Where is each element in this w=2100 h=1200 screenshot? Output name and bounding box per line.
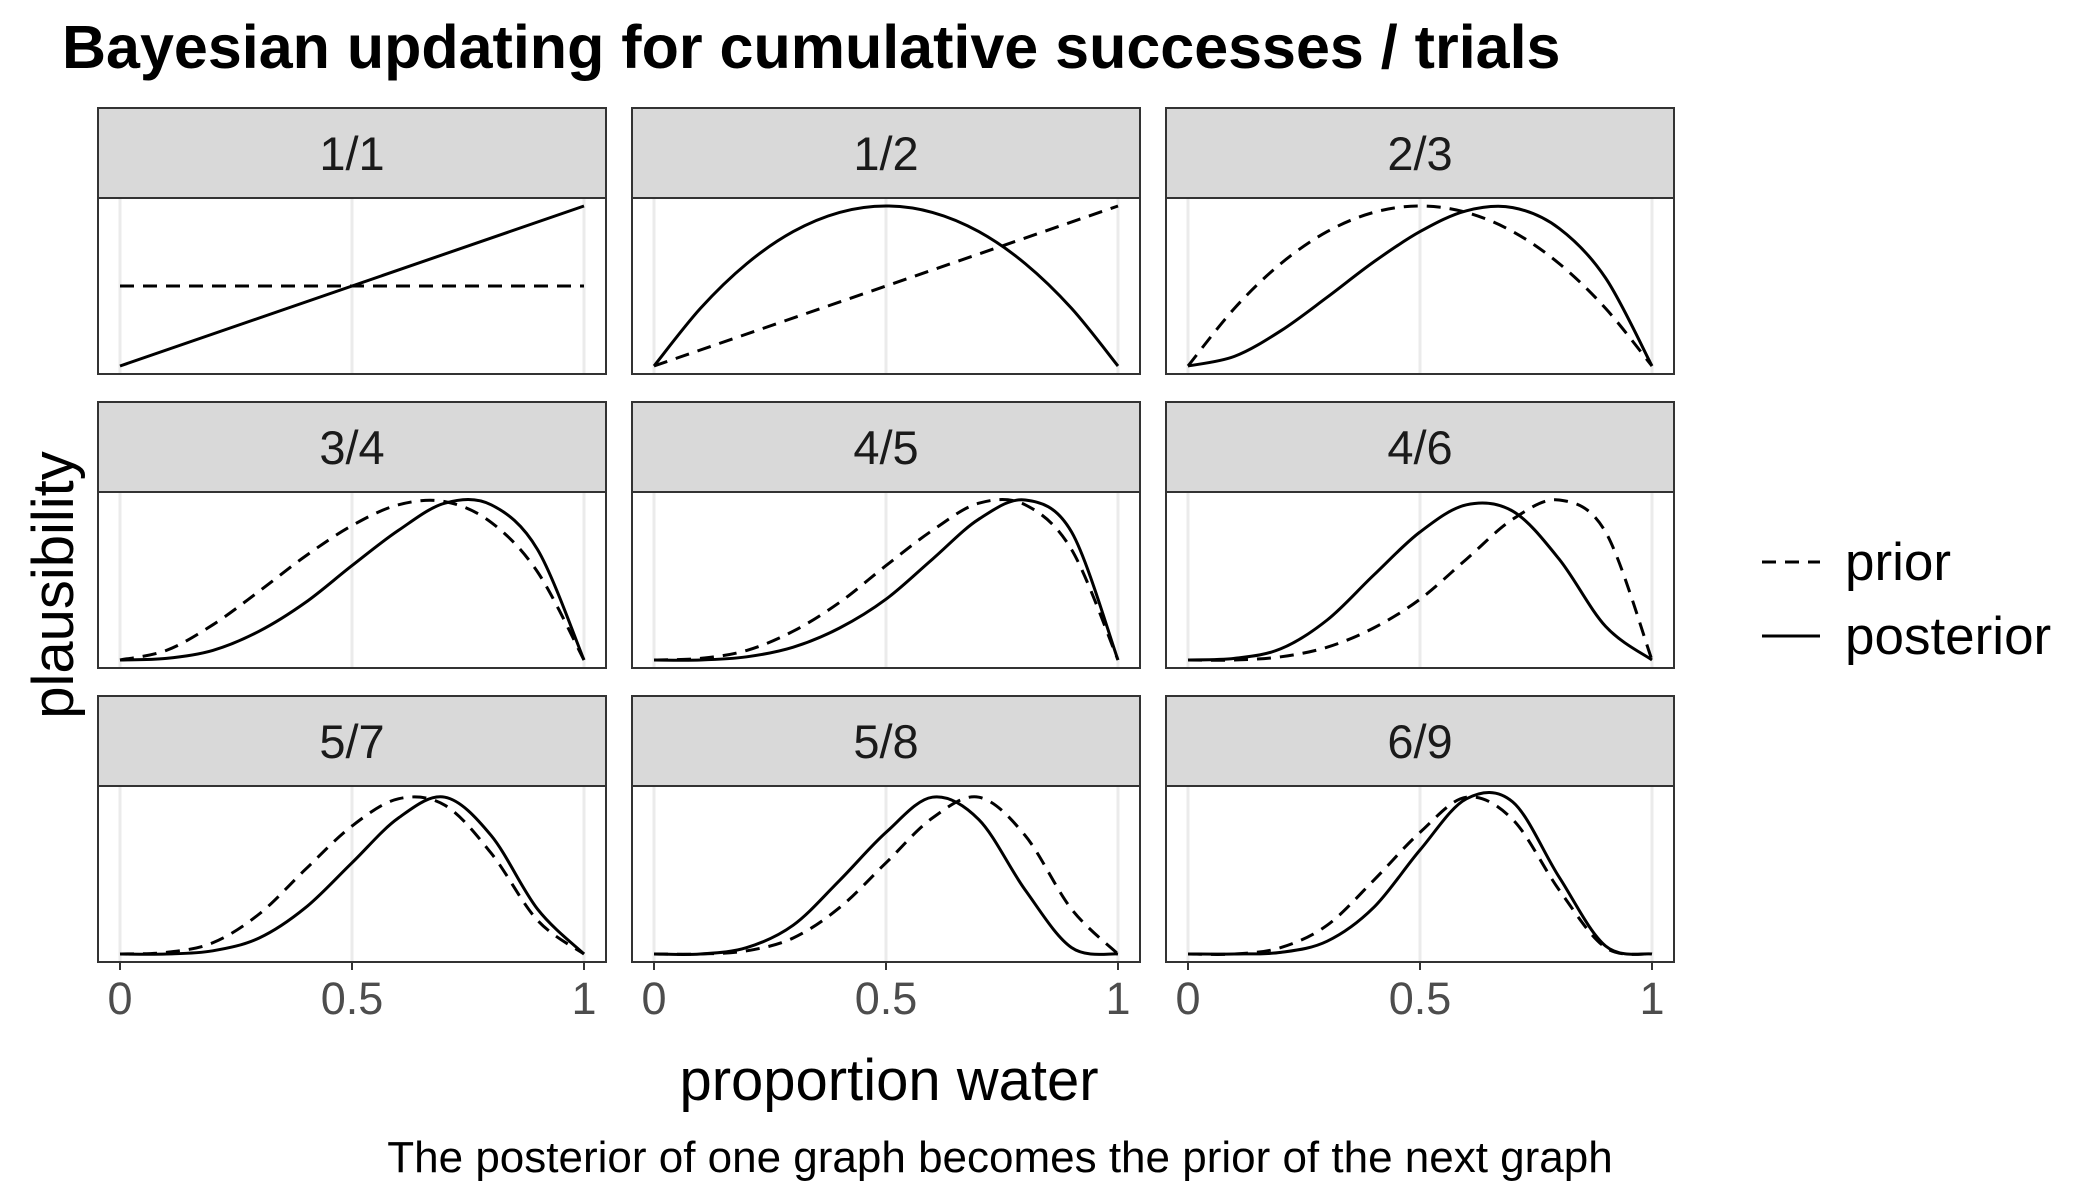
x-tick-label: 0.5	[321, 973, 384, 1024]
facet-panel-border	[1165, 491, 1675, 669]
posterior-line	[1187, 204, 1654, 368]
facet-strip-label: 2/3	[1387, 127, 1452, 180]
posterior-line	[652, 204, 1120, 367]
x-tick-label: 1	[571, 973, 596, 1024]
facet-strip-label: 1/1	[319, 127, 384, 180]
posterior-line	[119, 498, 586, 662]
x-tick-label: 1	[1639, 973, 1664, 1024]
facet-panel-border	[631, 197, 1141, 375]
x-tick-label: 0	[1175, 973, 1200, 1024]
prior-line	[653, 795, 1120, 956]
facet-strip-label: 4/5	[853, 421, 918, 474]
x-tick-label: 0	[107, 973, 132, 1024]
facet-strip-label: 5/8	[853, 715, 918, 768]
facet-strip	[1165, 401, 1675, 493]
facet-panel: 5/7	[97, 695, 607, 963]
x-axis-ticks: 0 0.5 1 0 0.5 1 0 0.5 1	[107, 962, 1665, 1024]
facet-panel-border	[1165, 197, 1675, 375]
posterior-line	[119, 795, 586, 956]
x-axis-label: proportion water	[679, 1048, 1098, 1113]
facet-panel: 3/4	[97, 401, 607, 669]
legend: prior posterior	[1762, 533, 2051, 666]
facet-strip-label: 5/7	[319, 715, 384, 768]
chart-title: Bayesian updating for cumulative success…	[62, 13, 1560, 81]
facet-panel: 4/5	[631, 401, 1141, 669]
prior-line	[119, 795, 585, 956]
facet-strip	[1165, 695, 1675, 787]
facet-panel: 5/8	[631, 695, 1141, 963]
facet-panel: 6/9	[1165, 695, 1675, 963]
posterior-line	[653, 498, 1120, 662]
facet-strip	[97, 695, 607, 787]
y-axis-label: plausibility	[21, 451, 86, 719]
prior-line	[653, 204, 1119, 368]
facet-strip	[97, 401, 607, 493]
facet-panel-border	[631, 491, 1141, 669]
facet-strip	[97, 107, 607, 199]
posterior-line	[119, 204, 585, 368]
prior-line	[1186, 204, 1654, 367]
chart-caption: The posterior of one graph becomes the p…	[387, 1133, 1612, 1182]
facet-strip	[631, 695, 1141, 787]
posterior-line	[653, 795, 1119, 956]
x-tick-label: 0.5	[855, 973, 918, 1024]
legend-label-posterior: posterior	[1845, 607, 2051, 666]
x-tick-label: 1	[1105, 973, 1130, 1024]
facet-strip-label: 4/6	[1387, 421, 1452, 474]
facet-strip-label: 3/4	[319, 421, 384, 474]
facet-strip	[631, 107, 1141, 199]
facet-panel: 2/3	[1165, 107, 1675, 375]
posterior-line	[1187, 501, 1653, 662]
x-tick-label: 0	[641, 973, 666, 1024]
x-tick-label: 0.5	[1389, 973, 1452, 1024]
facet-panel-border	[97, 197, 607, 375]
legend-label-prior: prior	[1845, 533, 1951, 592]
facet-strip-label: 1/2	[853, 127, 918, 180]
posterior-line	[1187, 791, 1653, 956]
facet-strip-label: 6/9	[1387, 715, 1452, 768]
facet-panel: 1/2	[631, 107, 1141, 375]
facet-strip	[631, 401, 1141, 493]
facet-panel-border	[97, 491, 607, 669]
prior-line	[653, 498, 1120, 662]
prior-line	[1187, 795, 1653, 956]
facet-grid: 1/1 1/2 2/3 3/4 4/5 4/6 5/7 5/8 6/9	[97, 107, 1675, 963]
facet-panel: 4/6	[1165, 401, 1675, 669]
facet-panel: 1/1	[97, 107, 607, 375]
